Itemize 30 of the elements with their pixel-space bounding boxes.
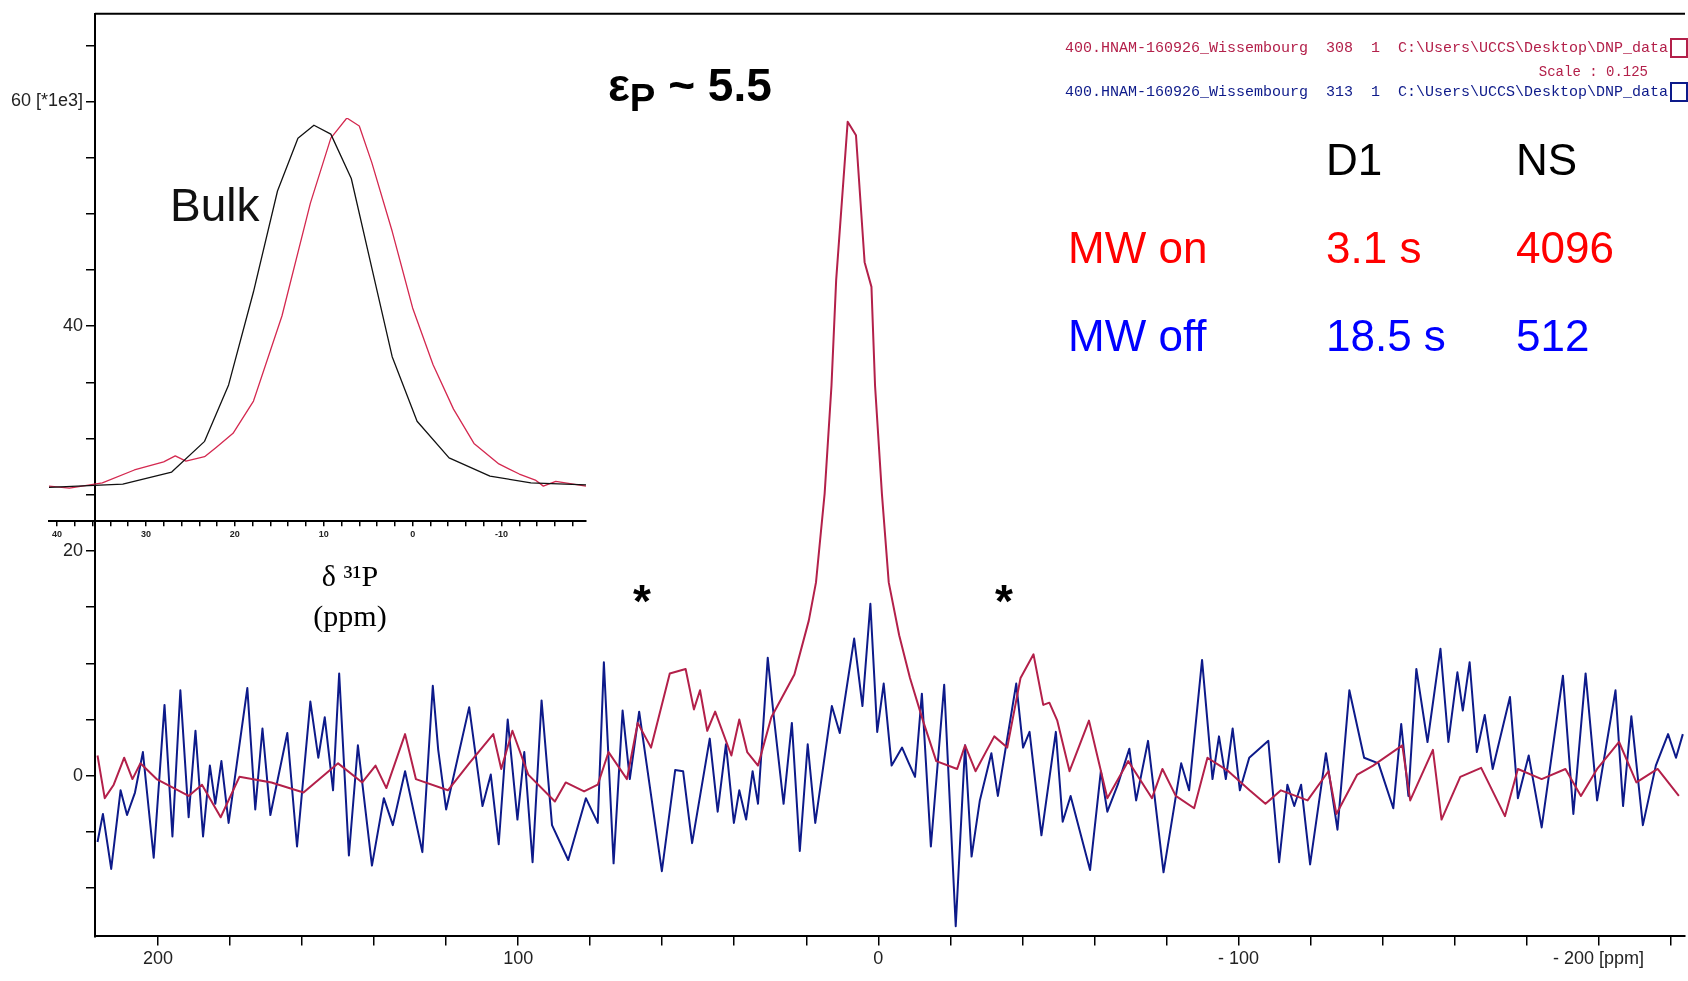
x-tick-label: 30 <box>140 529 151 540</box>
y-tick-label: 0 <box>72 764 83 785</box>
annotation: ε$_{P}$ ~ 5.5 <box>608 58 772 121</box>
annotation: NS <box>1516 135 1579 186</box>
annotation: 18.5 s <box>1326 311 1447 362</box>
annotation: MW off <box>1068 311 1208 362</box>
x-tick-label: -10 <box>495 529 509 540</box>
x-tick-label: 20 <box>229 529 240 540</box>
legend-label: 400.HNAM-160926_Wissembourg 308 1 C:\Users\UCCS\Desktop\DNP_data <box>1064 39 1668 57</box>
annotation: 512 <box>1516 311 1591 362</box>
x-tick-label: 40 <box>51 529 63 540</box>
x-tick-label: 200 <box>143 948 174 969</box>
x-tick-label: 0 <box>410 529 416 540</box>
x-tick-label: 10 <box>318 529 329 540</box>
legend-label: 400.HNAM-160926_Wissembourg 313 1 C:\Users\UCCS\Desktop\DNP_data <box>1064 83 1668 101</box>
annotation: MW on <box>1068 223 1209 274</box>
y-tick-label: 60 [*1e3] <box>10 90 83 111</box>
x-tick-label: 0 <box>873 948 884 969</box>
annotation: 3.1 s <box>1326 223 1423 274</box>
annotation: * <box>633 575 651 627</box>
y-tick-label: 40 <box>62 315 83 336</box>
x-axis-title: δ ³¹P (ppm) <box>312 558 388 634</box>
x-tick-label: - 200 [ppm] <box>1553 948 1645 969</box>
annotation: 4096 <box>1516 223 1615 274</box>
x-tick-label: - 100 <box>1217 948 1259 969</box>
series-label: Bulk <box>170 178 260 232</box>
annotation: Scale : 0.125 <box>1538 64 1648 80</box>
annotation: * <box>995 575 1013 627</box>
x-tick-label: 100 <box>503 948 534 969</box>
annotation: D1 <box>1326 135 1384 186</box>
